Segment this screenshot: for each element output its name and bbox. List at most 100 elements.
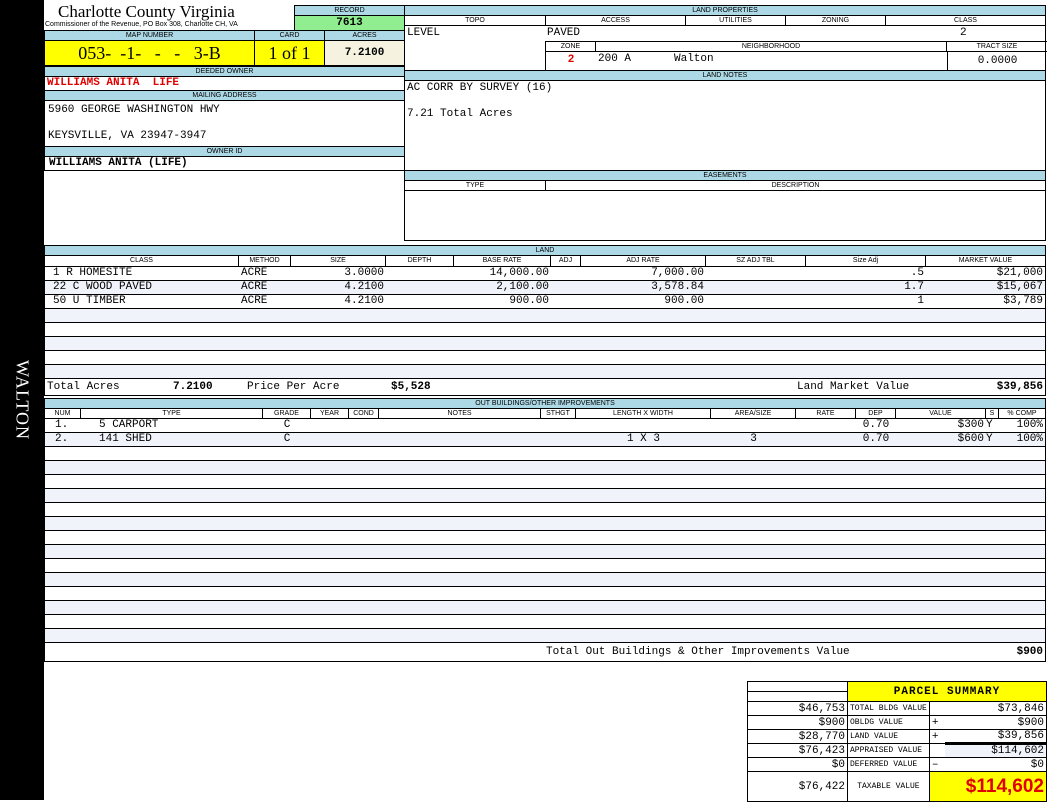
address-line-1: 5960 GEORGE WASHINGTON HWY bbox=[48, 104, 220, 116]
owner-id: WILLIAMS ANITA (LIFE) bbox=[44, 156, 405, 171]
outbuilding-col-header: COND bbox=[349, 409, 379, 418]
summary-prior-value: $0 bbox=[747, 757, 848, 772]
land-col-header: METHOD bbox=[239, 256, 291, 266]
land-cell: 7,000.00 bbox=[651, 267, 704, 279]
summary-row: $0 DEFERRED VALUE – $0 bbox=[747, 757, 1048, 772]
outbuilding-row bbox=[45, 531, 1045, 545]
summary-label: OBLDG VALUE bbox=[847, 715, 930, 730]
land-table: CLASS METHOD SIZE DEPTH BASE RATE ADJ ADJ RATE… bbox=[44, 255, 1046, 396]
outbuilding-row bbox=[45, 615, 1045, 629]
utilities-label: UTILITIES bbox=[686, 16, 786, 25]
outbuilding-row bbox=[45, 517, 1045, 531]
outbuilding-cell: Y bbox=[986, 433, 993, 445]
land-cell: $15,067 bbox=[996, 281, 1043, 293]
land-properties: TOPO ACCESS UTILITIES ZONING CLASS LEVEL… bbox=[404, 15, 1047, 71]
land-row: 22 C WOOD PAVED ACRE 4.2100 2,100.00 3,578.8… bbox=[45, 281, 1045, 295]
summary-value: $73,846 bbox=[945, 701, 1048, 716]
card-value: 1 of 1 bbox=[254, 40, 325, 66]
summary-prior-value: $46,753 bbox=[747, 701, 848, 716]
land-row bbox=[45, 351, 1045, 365]
outbuilding-cell: $600 bbox=[957, 433, 984, 445]
outbuilding-cell: 0.70 bbox=[862, 419, 890, 431]
land-cell: 50 U TIMBER bbox=[53, 295, 126, 307]
outbuilding-col-header: GRADE bbox=[263, 409, 311, 418]
land-cell: .5 bbox=[910, 267, 924, 279]
easements: TYPE DESCRIPTION bbox=[404, 180, 1046, 241]
price-per-acre: $5,528 bbox=[391, 381, 431, 393]
land-cell: 3.0000 bbox=[344, 267, 384, 279]
land-cell: 1 R HOMESITE bbox=[53, 267, 133, 279]
acres-value: 7.2100 bbox=[324, 40, 405, 66]
address-line-2: KEYSVILLE, VA 23947-3947 bbox=[48, 130, 207, 142]
land-col-header: DEPTH bbox=[386, 256, 454, 266]
land-col-header: ADJ bbox=[551, 256, 581, 266]
land-column-headers: CLASS METHOD SIZE DEPTH BASE RATE ADJ ADJ RATE… bbox=[45, 256, 1045, 267]
summary-operator: – bbox=[928, 757, 946, 772]
map-number: 053- -1- - - 3-B bbox=[44, 40, 255, 66]
land-cell: $21,000 bbox=[996, 267, 1043, 279]
parcel-summary: PARCEL SUMMARY $46,753 TOTAL BLDG VALUE $7… bbox=[747, 681, 1048, 802]
land-cell: 900.00 bbox=[509, 295, 549, 307]
outbuilding-col-header: NUM bbox=[45, 409, 81, 418]
summary-operator bbox=[928, 701, 946, 716]
topo-value: LEVEL bbox=[407, 27, 441, 39]
summary-value: $39,856 bbox=[945, 729, 1048, 744]
land-cell: 4.2100 bbox=[344, 281, 384, 293]
summary-operator: + bbox=[928, 729, 946, 744]
tract-size-label: TRACT SIZE bbox=[976, 43, 1018, 50]
outbuilding-cell: C bbox=[283, 433, 291, 445]
outbuilding-cell: 100% bbox=[1016, 419, 1043, 431]
land-row: 1 R HOMESITE ACRE 3.0000 14,000.00 7,000.00.… bbox=[45, 267, 1045, 281]
land-col-header: MARKET VALUE bbox=[958, 257, 1013, 264]
neighborhood-value: Walton bbox=[674, 53, 714, 65]
outbuilding-col-header: VALUE bbox=[896, 409, 986, 418]
land-row bbox=[45, 337, 1045, 351]
side-label: WALTON bbox=[12, 359, 33, 441]
outbuilding-row bbox=[45, 601, 1045, 615]
outbuilding-col-header: NOTES bbox=[379, 409, 541, 418]
outbuilding-cell: 100% bbox=[1016, 433, 1043, 445]
side-strip: WALTON bbox=[0, 0, 44, 800]
outbuilding-row bbox=[45, 559, 1045, 573]
land-cell: $3,789 bbox=[1003, 295, 1043, 307]
land-cell: 4.2100 bbox=[344, 295, 384, 307]
outbuilding-row bbox=[45, 503, 1045, 517]
land-col-header: BASE RATE bbox=[454, 256, 551, 266]
outbuilding-cell: 0.70 bbox=[862, 433, 890, 445]
land-row bbox=[45, 365, 1045, 379]
outbuilding-col-header: DEP bbox=[856, 409, 896, 418]
easement-type-label: TYPE bbox=[405, 181, 546, 190]
outbuilding-cell: Y bbox=[986, 419, 993, 431]
record-value: 7613 bbox=[294, 15, 405, 31]
outbuilding-row bbox=[45, 629, 1045, 643]
outbuilding-cell: 1. bbox=[55, 419, 69, 431]
land-cell: ACRE bbox=[241, 267, 268, 279]
land-market-value-label: Land Market Value bbox=[797, 381, 910, 393]
outbuilding-row bbox=[45, 489, 1045, 503]
land-note-1: AC CORR BY SURVEY (16) bbox=[407, 82, 553, 94]
land-totals: Total Acres 7.2100 Price Per Acre $5,528… bbox=[45, 379, 1045, 395]
mailing-address: 5960 GEORGE WASHINGTON HWY KEYSVILLE, VA… bbox=[44, 100, 405, 147]
land-col-header: Size Adj bbox=[806, 256, 926, 266]
outbuilding-row bbox=[45, 545, 1045, 559]
outbuilding-col-header: % COMP bbox=[1007, 410, 1037, 417]
zone-label: ZONE bbox=[546, 42, 596, 51]
summary-label: APPRAISED VALUE bbox=[847, 743, 930, 758]
land-cell: 900.00 bbox=[664, 295, 704, 307]
access-label: ACCESS bbox=[546, 16, 686, 25]
summary-row: $900 OBLDG VALUE + $900 bbox=[747, 715, 1048, 730]
land-cell: 14,000.00 bbox=[489, 267, 549, 279]
land-col-header: CLASS bbox=[45, 256, 239, 266]
taxable-prior: $76,422 bbox=[747, 771, 848, 802]
summary-operator: + bbox=[928, 715, 946, 730]
outbuildings-total: Total Out Buildings & Other Improvements… bbox=[45, 644, 1045, 660]
parcel-summary-title: PARCEL SUMMARY bbox=[847, 681, 1047, 702]
total-acres: 7.2100 bbox=[173, 381, 213, 393]
land-cell: ACRE bbox=[241, 295, 268, 307]
outbuilding-cell: C bbox=[283, 419, 291, 431]
land-market-value: $39,856 bbox=[996, 381, 1043, 393]
outbuilding-row bbox=[45, 573, 1045, 587]
class-value: 2 bbox=[960, 27, 967, 39]
summary-label: DEFERRED VALUE bbox=[847, 757, 930, 772]
outbuilding-col-header: RATE bbox=[796, 409, 856, 418]
